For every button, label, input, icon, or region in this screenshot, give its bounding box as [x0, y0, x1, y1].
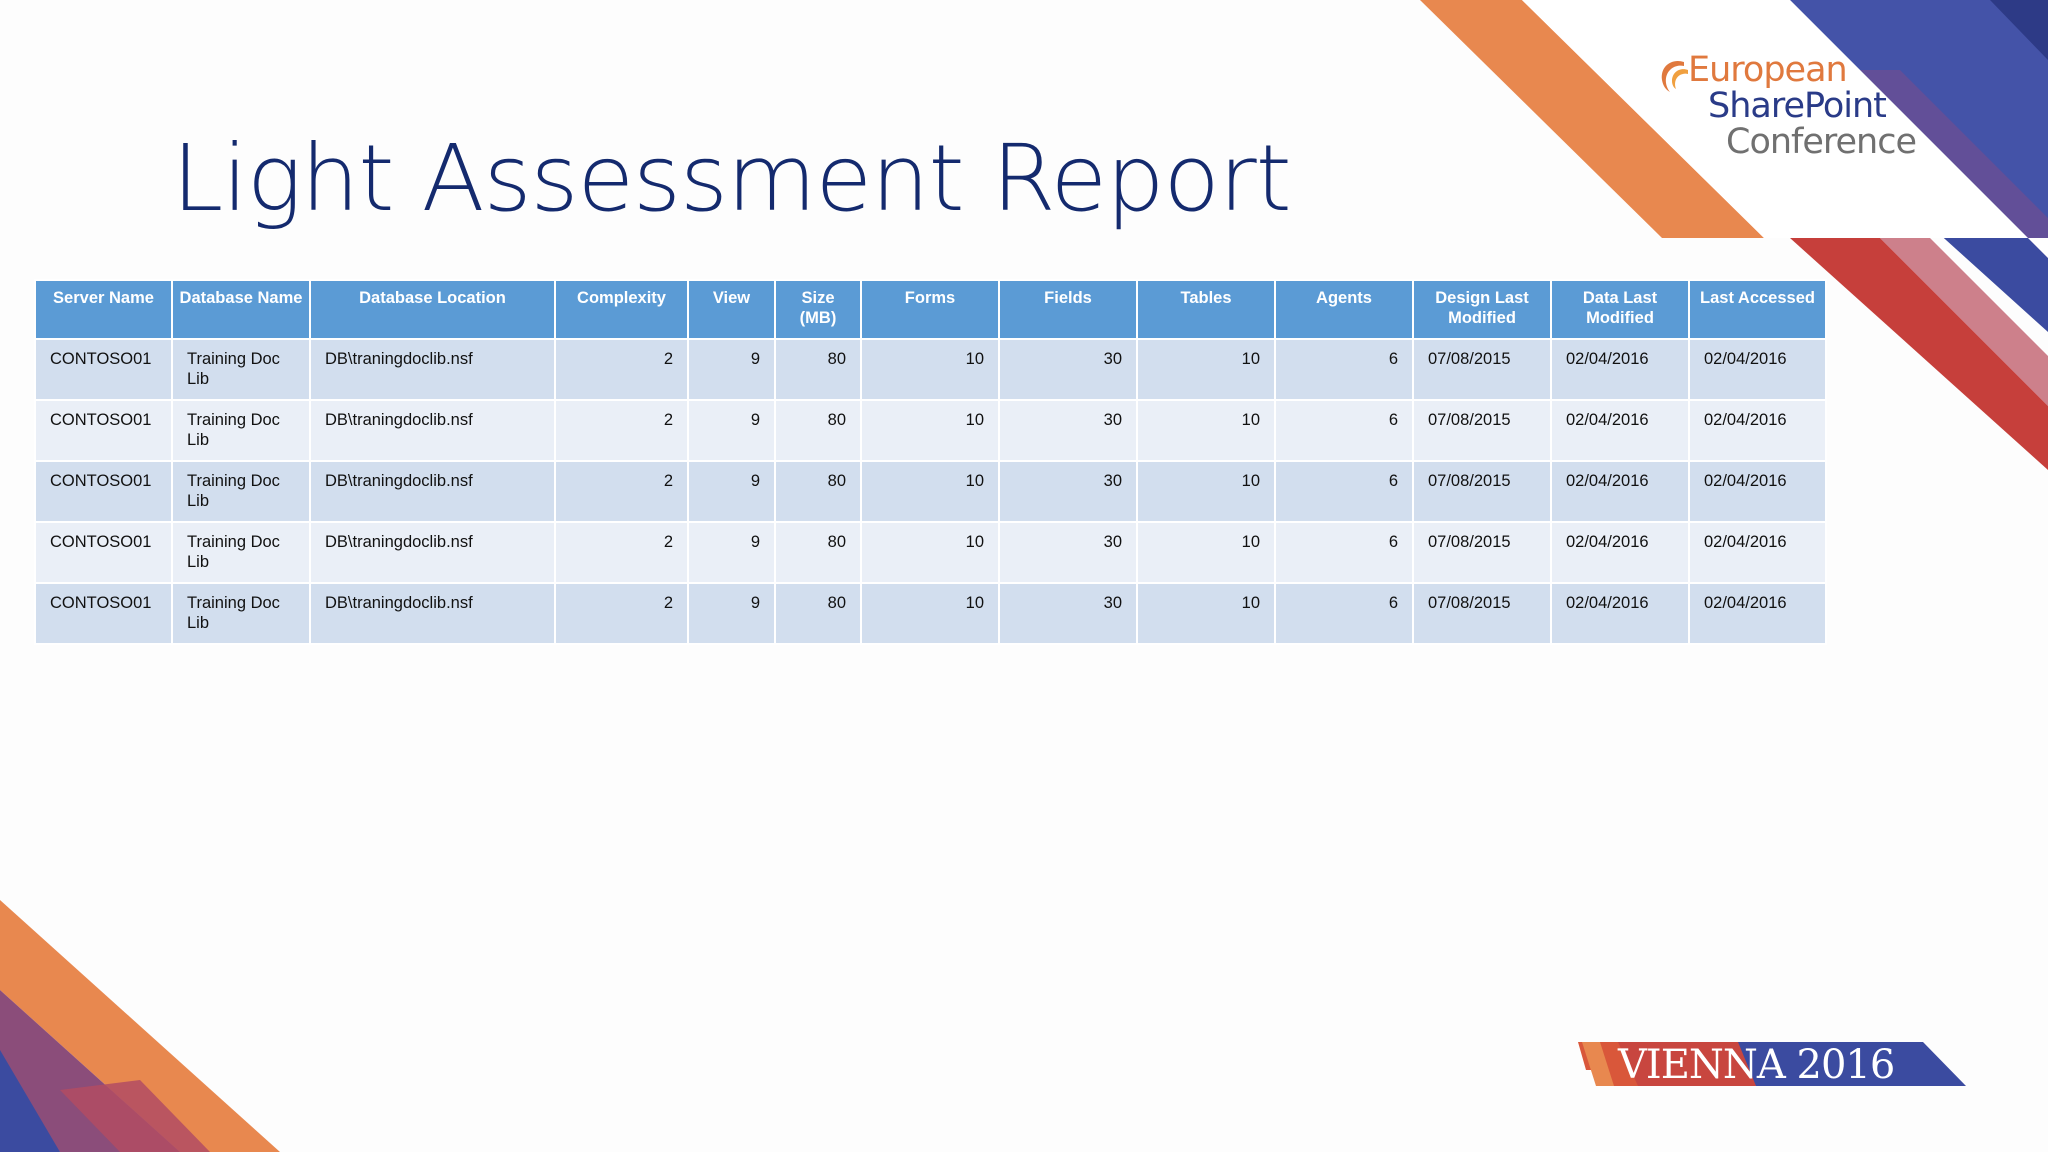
table-cell: 30 — [998, 338, 1138, 401]
table-cell: 9 — [687, 460, 776, 523]
logo-swirl-icon — [1661, 60, 1688, 92]
table-cell: CONTOSO01 — [34, 338, 173, 401]
table-cell: 80 — [774, 338, 862, 401]
column-header: Data Last Modified — [1550, 279, 1690, 340]
table-cell: 6 — [1274, 582, 1414, 645]
table-cell: 10 — [1136, 582, 1276, 645]
logo-text-sharepoint: SharePoint — [1708, 86, 1887, 126]
logo-text-european: European — [1688, 50, 1848, 90]
table-cell: 02/04/2016 — [1550, 399, 1690, 462]
table-cell: 30 — [998, 521, 1138, 584]
table-cell: 9 — [687, 521, 776, 584]
table-cell: DB\traningdoclib.nsf — [309, 460, 556, 523]
table-cell: 80 — [774, 582, 862, 645]
table-cell: 07/08/2015 — [1412, 460, 1552, 523]
assessment-table: Server Name Database Name Database Locat… — [34, 279, 1827, 645]
table-cell: 02/04/2016 — [1550, 582, 1690, 645]
table-cell: 07/08/2015 — [1412, 399, 1552, 462]
column-header: Tables — [1136, 279, 1276, 340]
table-cell: 10 — [860, 338, 1000, 401]
table-cell: 6 — [1274, 460, 1414, 523]
table-cell: Training Doc Lib — [171, 521, 311, 584]
column-header: View — [687, 279, 776, 340]
conference-logo: European SharePoint Conference — [1652, 52, 1942, 160]
table-cell: DB\traningdoclib.nsf — [309, 521, 556, 584]
table-cell: 2 — [554, 582, 689, 645]
table-cell: 2 — [554, 460, 689, 523]
table-cell: 10 — [860, 582, 1000, 645]
table-row: CONTOSO01 Training Doc Lib DB\traningdoc… — [34, 338, 1827, 401]
table-cell: 02/04/2016 — [1688, 399, 1827, 462]
table-cell: 80 — [774, 399, 862, 462]
table-cell: 80 — [774, 521, 862, 584]
table-cell: CONTOSO01 — [34, 582, 173, 645]
table-cell: 30 — [998, 399, 1138, 462]
column-header: Design Last Modified — [1412, 279, 1552, 340]
table-cell: CONTOSO01 — [34, 521, 173, 584]
column-header: Database Location — [309, 279, 556, 340]
table-cell: 6 — [1274, 399, 1414, 462]
table-cell: 10 — [1136, 399, 1276, 462]
table-cell: 02/04/2016 — [1688, 521, 1827, 584]
table-cell: 30 — [998, 582, 1138, 645]
table-cell: 02/04/2016 — [1688, 338, 1827, 401]
table-cell: 9 — [687, 582, 776, 645]
column-header: Forms — [860, 279, 1000, 340]
table-cell: DB\traningdoclib.nsf — [309, 338, 556, 401]
table-cell: CONTOSO01 — [34, 399, 173, 462]
table-cell: 07/08/2015 — [1412, 521, 1552, 584]
table-cell: 2 — [554, 399, 689, 462]
table-cell: 02/04/2016 — [1688, 582, 1827, 645]
column-header: Fields — [998, 279, 1138, 340]
table-cell: 02/04/2016 — [1550, 460, 1690, 523]
table-row: CONTOSO01 Training Doc Lib DB\traningdoc… — [34, 521, 1827, 584]
table-cell: 07/08/2015 — [1412, 582, 1552, 645]
table-cell: 6 — [1274, 521, 1414, 584]
table-cell: 02/04/2016 — [1688, 460, 1827, 523]
table-cell: 9 — [687, 338, 776, 401]
table-cell: 10 — [1136, 338, 1276, 401]
table-cell: Training Doc Lib — [171, 460, 311, 523]
table-cell: 10 — [860, 460, 1000, 523]
table-cell: 10 — [860, 399, 1000, 462]
table-cell: 10 — [1136, 521, 1276, 584]
table-cell: Training Doc Lib — [171, 582, 311, 645]
table-cell: 2 — [554, 521, 689, 584]
column-header: Last Accessed — [1688, 279, 1827, 340]
table-cell: 6 — [1274, 338, 1414, 401]
vienna-banner-shape — [1578, 1042, 1966, 1086]
table-cell: 07/08/2015 — [1412, 338, 1552, 401]
table-cell: 02/04/2016 — [1550, 521, 1690, 584]
table-cell: 30 — [998, 460, 1138, 523]
table-cell: DB\traningdoclib.nsf — [309, 582, 556, 645]
table-cell: DB\traningdoclib.nsf — [309, 399, 556, 462]
table-row: CONTOSO01 Training Doc Lib DB\traningdoc… — [34, 460, 1827, 523]
table-cell: 02/04/2016 — [1550, 338, 1690, 401]
column-header: Complexity — [554, 279, 689, 340]
page-title: Light Assessment Report — [172, 125, 1292, 232]
table-cell: 10 — [860, 521, 1000, 584]
column-header: Agents — [1274, 279, 1414, 340]
column-header: Size (MB) — [774, 279, 862, 340]
table-cell: 10 — [1136, 460, 1276, 523]
table-cell: 2 — [554, 338, 689, 401]
vienna-banner-text: VIENNA 2016 — [1618, 1042, 1895, 1088]
column-header: Database Name — [171, 279, 311, 340]
table-cell: 9 — [687, 399, 776, 462]
table-cell: 80 — [774, 460, 862, 523]
table-row: CONTOSO01 Training Doc Lib DB\traningdoc… — [34, 399, 1827, 462]
table-cell: Training Doc Lib — [171, 399, 311, 462]
table-row: CONTOSO01 Training Doc Lib DB\traningdoc… — [34, 582, 1827, 645]
logo-text-conference: Conference — [1726, 122, 1917, 162]
table-cell: CONTOSO01 — [34, 460, 173, 523]
table-cell: Training Doc Lib — [171, 338, 311, 401]
column-header: Server Name — [34, 279, 173, 340]
table-header-row: Server Name Database Name Database Locat… — [34, 279, 1827, 340]
